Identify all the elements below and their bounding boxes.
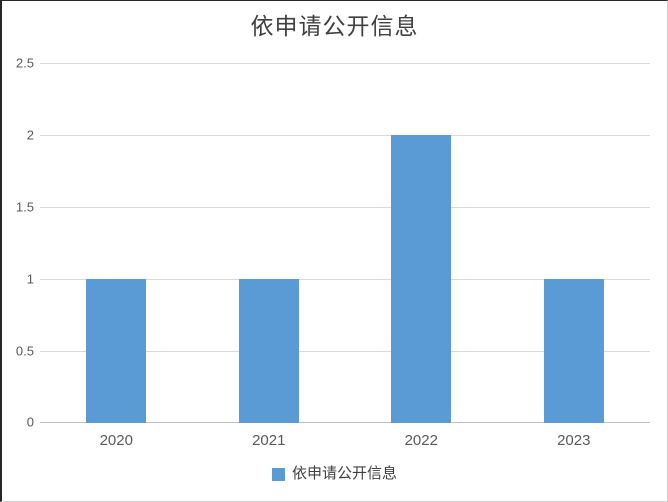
legend-label: 依申请公开信息	[291, 465, 397, 482]
x-tick-label: 2020	[99, 432, 133, 449]
bar-2023	[543, 279, 604, 423]
y-tick-label: 0	[26, 414, 34, 430]
y-axis-labels: 0 0.5 1 1.5 2 2.5	[2, 57, 34, 429]
y-tick-label: 1	[26, 271, 34, 287]
x-tick-label: 2023	[557, 432, 591, 449]
x-axis-labels: 2020 2021 2022 2023	[40, 433, 650, 451]
y-tick-label: 2.5	[15, 55, 34, 71]
x-axis-line	[40, 422, 650, 423]
y-tick-label: 1.5	[15, 199, 34, 215]
gridline	[40, 351, 650, 352]
bar-2022	[391, 135, 452, 423]
y-tick-label: 0.5	[15, 343, 34, 359]
x-tick-label: 2021	[252, 432, 286, 449]
gridline	[40, 135, 650, 136]
legend-item[interactable]: 依申请公开信息	[2, 464, 667, 484]
plot-area	[40, 63, 650, 423]
chart-title: 依申请公开信息	[250, 13, 419, 39]
gridline	[40, 207, 650, 208]
legend-swatch-icon	[271, 467, 285, 481]
bar-2020	[86, 279, 147, 423]
bar-2021	[238, 279, 299, 423]
gridline	[40, 63, 650, 64]
y-tick-label: 2	[26, 127, 34, 143]
gridline	[40, 279, 650, 280]
x-tick-label: 2022	[404, 432, 438, 449]
